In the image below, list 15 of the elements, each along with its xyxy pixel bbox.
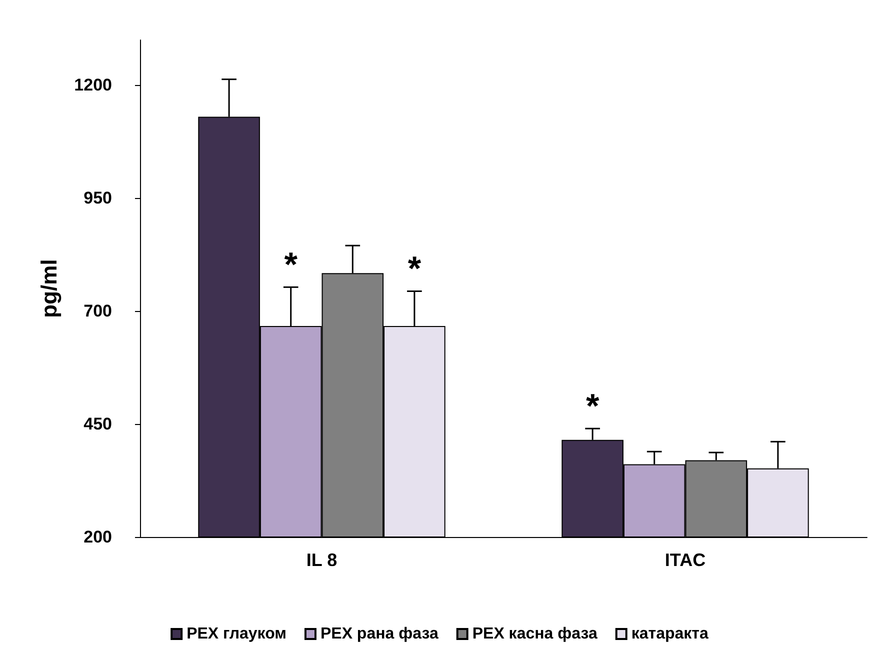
y-tick-label: 1200 [74, 76, 112, 95]
legend-label: PEX касна фаза [472, 626, 598, 642]
legend-label: PEX рана фаза [320, 626, 438, 642]
x-tick-label: ITAC [664, 550, 706, 570]
annotation: * [408, 250, 422, 288]
y-tick-label: 450 [84, 414, 112, 434]
legend-label: PEX глауком [186, 626, 286, 642]
annotation: * [586, 388, 600, 426]
annotation: * [284, 246, 298, 284]
y-tick-label: 950 [84, 188, 112, 208]
y-axis-title: pg/ml [36, 259, 62, 318]
legend-label: катаракта [631, 626, 709, 642]
x-tick-label: IL 8 [306, 550, 338, 570]
y-tick-label: 700 [84, 302, 112, 321]
y-tick-label: 200 [84, 528, 112, 546]
